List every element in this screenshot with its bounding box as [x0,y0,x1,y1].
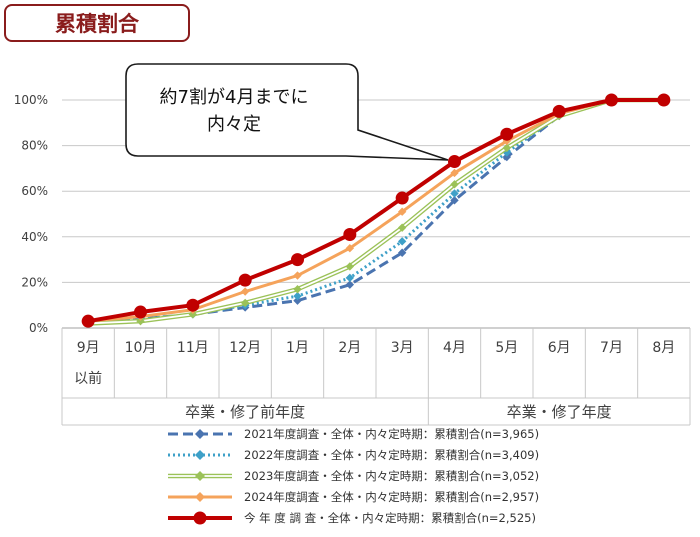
legend-marker [195,428,205,439]
series-line [87,98,664,324]
callout-line-2: 内々定 [207,114,261,135]
x-tick-sublabel: 以前 [74,370,102,387]
data-point [136,316,145,326]
data-point [293,285,302,294]
x-tick-label: 5月 [495,340,518,356]
data-point [500,127,514,141]
legend-marker [193,511,207,524]
x-group-label: 卒業・修了年度 [507,403,612,421]
x-tick-label: 3月 [391,340,414,356]
legend: 2021年度調査・全体・内々定時期：累積割合(n=3,965) 2022年度調査・… [166,423,646,528]
data-point [657,93,671,107]
series-lines [81,93,671,328]
x-tick-label: 1月 [286,340,309,356]
legend-item: 2022年度調査・全体・内々定時期：累積割合(n=3,409) [166,444,646,465]
legend-swatch [168,511,232,524]
x-group-label: 卒業・修了前年度 [185,403,305,421]
data-point [240,287,250,296]
legend-item: 2023年度調査・全体・内々定時期：累積割合(n=3,052) [166,465,646,486]
data-point [450,180,459,189]
legend-label: 2022年度調査・全体・内々定時期：累積割合(n=3,409) [244,447,540,462]
data-point [345,262,355,271]
x-tick-label: 10月 [125,340,157,356]
chart-title: 累積割合 [4,4,190,42]
data-point [397,248,407,257]
data-point [605,93,618,107]
x-tick-label: 11月 [177,340,209,356]
legend-item: 2021年度調査・全体・内々定時期：累積割合(n=3,965) [166,423,646,444]
data-point [345,280,355,289]
data-point [502,152,512,162]
legend-swatch [168,470,232,481]
data-point [395,191,409,205]
data-point [397,207,407,216]
x-tick-label: 12月 [229,340,261,356]
legend-label: 2021年度調査・全体・内々定時期：累積割合(n=3,965) [244,426,540,441]
data-point [502,148,512,157]
x-tick-label: 9月 [77,340,100,356]
data-point [293,296,302,305]
data-point [291,253,304,267]
data-point [186,298,200,312]
y-tick-label: 100% [14,93,48,107]
data-point [343,228,357,242]
series-3 [83,95,669,328]
legend-label: 2024年度調査・全体・内々定時期：累積割合(n=2,957) [244,489,540,504]
data-point [552,104,566,118]
series-5 [81,93,671,328]
x-tick-label: 4月 [443,340,466,356]
y-tick-label: 80% [21,139,48,153]
y-tick-label: 60% [21,184,48,198]
legend-marker [195,449,205,460]
data-point [134,305,147,319]
x-tick-label: 7月 [600,340,623,356]
legend-item: 2024年度調査・全体・内々定時期：累積割合(n=2,957) [166,486,646,507]
legend-marker [195,491,205,502]
callout-bubble: 約7割が4月までに 内々定 [125,63,449,161]
callout-line-1: 約7割が4月までに [160,87,309,108]
y-tick-label: 20% [21,275,48,289]
x-tick-label: 8月 [652,340,675,356]
data-point [502,143,512,153]
data-point [240,298,250,308]
data-point [345,244,355,253]
legend-marker [195,470,205,481]
data-point [238,273,252,287]
data-point [397,237,407,246]
data-point [397,223,407,232]
data-point [450,189,459,198]
x-tick-label: 6月 [548,340,571,356]
legend-label: 今 年 度 調 査・全体・内々定時期：累積割合(n=2,525) [244,510,536,525]
data-point [448,155,461,169]
y-axis-labels: 0% 20% 40% 60% 80% 100% [14,93,48,335]
legend-swatch [168,428,232,439]
data-point [188,310,198,319]
legend-item: 今 年 度 調 査・全体・内々定時期：累積割合(n=2,525) [166,507,646,528]
data-point [450,196,459,205]
data-point [450,168,459,178]
data-point [81,314,95,328]
data-point [345,273,355,283]
legend-swatch [168,491,232,502]
data-point [293,291,302,301]
x-tick-label: 2月 [338,340,361,356]
legend-label: 2023年度調査・全体・内々定時期：累積割合(n=3,052) [244,468,540,483]
y-tick-label: 0% [29,321,48,335]
series-line-inner [88,99,664,325]
legend-swatch [168,449,232,460]
data-point [293,271,302,280]
y-tick-label: 40% [21,230,48,244]
